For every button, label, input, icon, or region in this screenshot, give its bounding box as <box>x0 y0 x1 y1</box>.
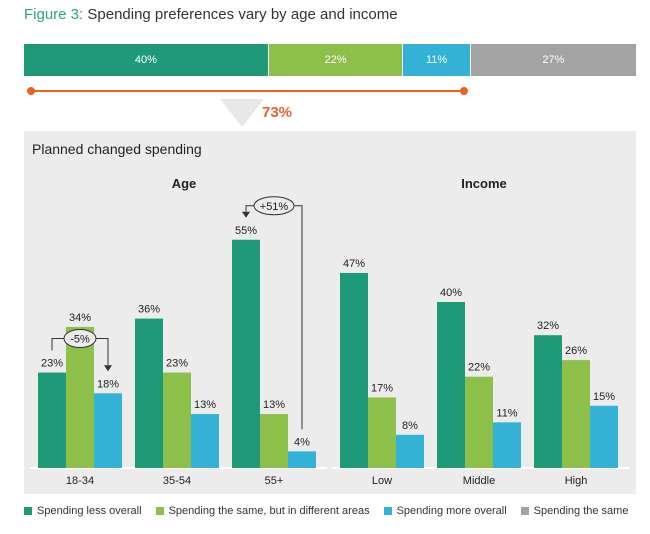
panel-title: Planned changed spending <box>32 141 202 157</box>
bar-income-low <box>396 434 424 468</box>
category-label: High <box>565 475 588 487</box>
bar-value-label: 40% <box>440 287 462 299</box>
bar-income-high <box>562 360 590 468</box>
category-label: 55+ <box>265 475 284 487</box>
bar-value-label: 34% <box>69 312 91 324</box>
overall-segment: 40% <box>24 44 269 76</box>
legend-label: Spending less overall <box>37 505 142 517</box>
legend-item: Spending the same <box>520 505 629 517</box>
bar-value-label: 47% <box>343 258 365 270</box>
legend-item: Spending more overall <box>383 505 507 517</box>
bar-income-low <box>340 272 368 468</box>
legend-swatch <box>155 507 164 515</box>
overall-segment: 22% <box>268 44 404 76</box>
bar-value-label: 26% <box>565 345 587 357</box>
legend-swatch <box>383 507 392 515</box>
bar-value-label: 13% <box>263 399 285 411</box>
bar-value-label: 32% <box>537 320 559 332</box>
legend-label: Spending more overall <box>396 505 507 517</box>
planned-spending-chart: Age 23% 34% 18% 18-34 36% 23% 13% 35-54 55% 13% 4% 5… <box>30 176 629 487</box>
legend-item: Spending less overall <box>24 505 142 517</box>
legend-item: Spending the same, but in different area… <box>155 505 370 517</box>
bracket-end-dot <box>460 87 468 95</box>
bar-value-label: 4% <box>294 436 310 448</box>
bar-age-35-54 <box>163 372 191 468</box>
bar-age-35-54 <box>135 318 163 468</box>
category-label: Low <box>372 475 392 487</box>
bar-value-label: 36% <box>138 304 160 316</box>
change-badge <box>63 329 97 349</box>
overall-stacked-bar: 40% 22% 11% 27% <box>24 44 636 76</box>
bar-value-label: 23% <box>166 358 188 370</box>
category-label: 35-54 <box>163 475 191 487</box>
bar-value-label: 22% <box>468 362 490 374</box>
group-title: Income <box>461 176 507 191</box>
callout-pointer-icon <box>220 99 264 127</box>
figure-title-text: Spending preferences vary by age and inc… <box>87 6 398 23</box>
bar-age-55+ <box>288 451 316 468</box>
group-title: Age <box>172 176 197 191</box>
figure-number: Figure 3: <box>24 6 84 23</box>
change-annotation-label: +51% <box>260 201 289 213</box>
legend-swatch <box>24 507 32 515</box>
bracket-total-value: 73% <box>262 104 293 121</box>
category-label: 18-34 <box>66 475 94 487</box>
bracket-start-dot <box>27 87 35 95</box>
bar-age-18-34 <box>94 393 122 468</box>
bar-age-55+ <box>260 414 288 468</box>
bar-age-18-34 <box>38 372 66 468</box>
bar-value-label: 17% <box>371 382 393 394</box>
figure-title: Figure 3: Spending preferences vary by a… <box>24 6 398 23</box>
legend-label: Spending the same <box>533 505 629 517</box>
bar-age-55+ <box>232 239 260 468</box>
planned-spending-panel: Planned changed spending Age 23% 34% 18% 18-… <box>24 131 636 494</box>
change-annotation-label: -5% <box>70 334 90 346</box>
change-arrow-icon <box>104 365 112 372</box>
change-arrow-icon <box>242 211 250 218</box>
bar-value-label: 18% <box>97 378 119 390</box>
bar-income-middle <box>465 376 493 468</box>
category-label: Middle <box>463 475 495 487</box>
bar-income-low <box>368 397 396 468</box>
bar-value-label: 15% <box>593 391 615 403</box>
bar-value-label: 13% <box>194 399 216 411</box>
overall-segment: 11% <box>403 44 471 76</box>
legend: Spending less overall Spending the same, … <box>24 505 628 517</box>
bar-value-label: 8% <box>402 420 418 432</box>
legend-swatch <box>520 507 529 515</box>
bar-value-label: 55% <box>235 225 257 237</box>
total-bracket-line <box>31 90 464 92</box>
overall-segment: 27% <box>470 44 636 76</box>
bar-age-18-34 <box>66 326 94 468</box>
bar-age-35-54 <box>191 414 219 468</box>
bar-value-label: 23% <box>41 358 63 370</box>
bar-income-high <box>534 335 562 468</box>
legend-label: Spending the same, but in different area… <box>168 505 370 517</box>
change-badge <box>253 196 295 216</box>
bar-income-high <box>590 405 618 468</box>
bar-income-middle <box>493 422 521 468</box>
bar-value-label: 11% <box>496 407 517 419</box>
bar-income-middle <box>437 302 465 468</box>
